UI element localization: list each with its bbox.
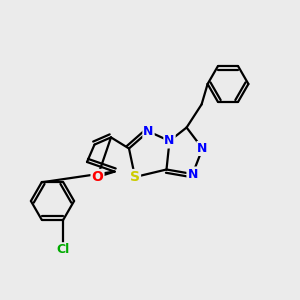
Text: N: N	[143, 125, 154, 138]
Text: S: S	[130, 170, 140, 184]
Text: N: N	[188, 167, 198, 181]
Text: N: N	[164, 134, 175, 148]
Text: O: O	[92, 170, 104, 184]
Text: Cl: Cl	[57, 243, 70, 256]
Text: N: N	[197, 142, 208, 155]
